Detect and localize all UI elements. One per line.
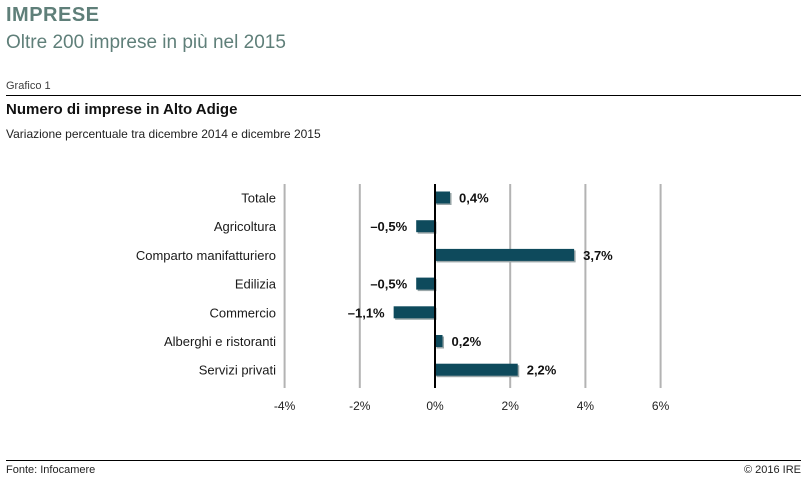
value-label: 0,2% — [452, 334, 482, 349]
category-label: Commercio — [210, 305, 276, 320]
figure-label: Grafico 1 — [6, 80, 51, 92]
value-label: 3,7% — [583, 248, 613, 263]
chart-title: Numero di imprese in Alto Adige — [6, 101, 238, 118]
bar — [435, 335, 443, 347]
section-title: IMPRESE — [6, 4, 100, 26]
category-label: Alberghi e ristoranti — [164, 334, 276, 349]
chart-subtitle: Variazione percentuale tra dicembre 2014… — [6, 127, 321, 141]
x-tick-label: 0% — [426, 399, 444, 413]
x-tick-label: -4% — [274, 399, 296, 413]
x-tick-label: 6% — [652, 399, 670, 413]
category-label: Comparto manifatturiero — [136, 248, 276, 263]
bottom-divider — [6, 460, 801, 461]
bar — [416, 220, 435, 233]
value-label: 2,2% — [527, 363, 557, 378]
value-label: –0,5% — [370, 277, 407, 292]
value-label: 0,4% — [459, 191, 489, 206]
category-label: Agricoltura — [214, 219, 277, 234]
x-tick-label: -2% — [349, 399, 371, 413]
section-subtitle: Oltre 200 imprese in più nel 2015 — [6, 32, 286, 53]
bar — [435, 248, 575, 261]
category-label: Servizi privati — [199, 363, 276, 378]
top-divider — [6, 95, 801, 96]
bar — [435, 363, 518, 376]
x-tick-label: 4% — [577, 399, 595, 413]
source-note: Fonte: Infocamere — [6, 464, 96, 476]
value-label: –0,5% — [370, 219, 407, 234]
bar — [393, 306, 435, 319]
value-label: –1,1% — [348, 305, 385, 320]
bar — [435, 191, 451, 204]
copyright-note: © 2016 IRE — [743, 464, 801, 476]
category-label: Edilizia — [235, 277, 277, 292]
category-label: Totale — [241, 191, 276, 206]
bar — [416, 277, 435, 290]
x-tick-label: 2% — [502, 399, 520, 413]
